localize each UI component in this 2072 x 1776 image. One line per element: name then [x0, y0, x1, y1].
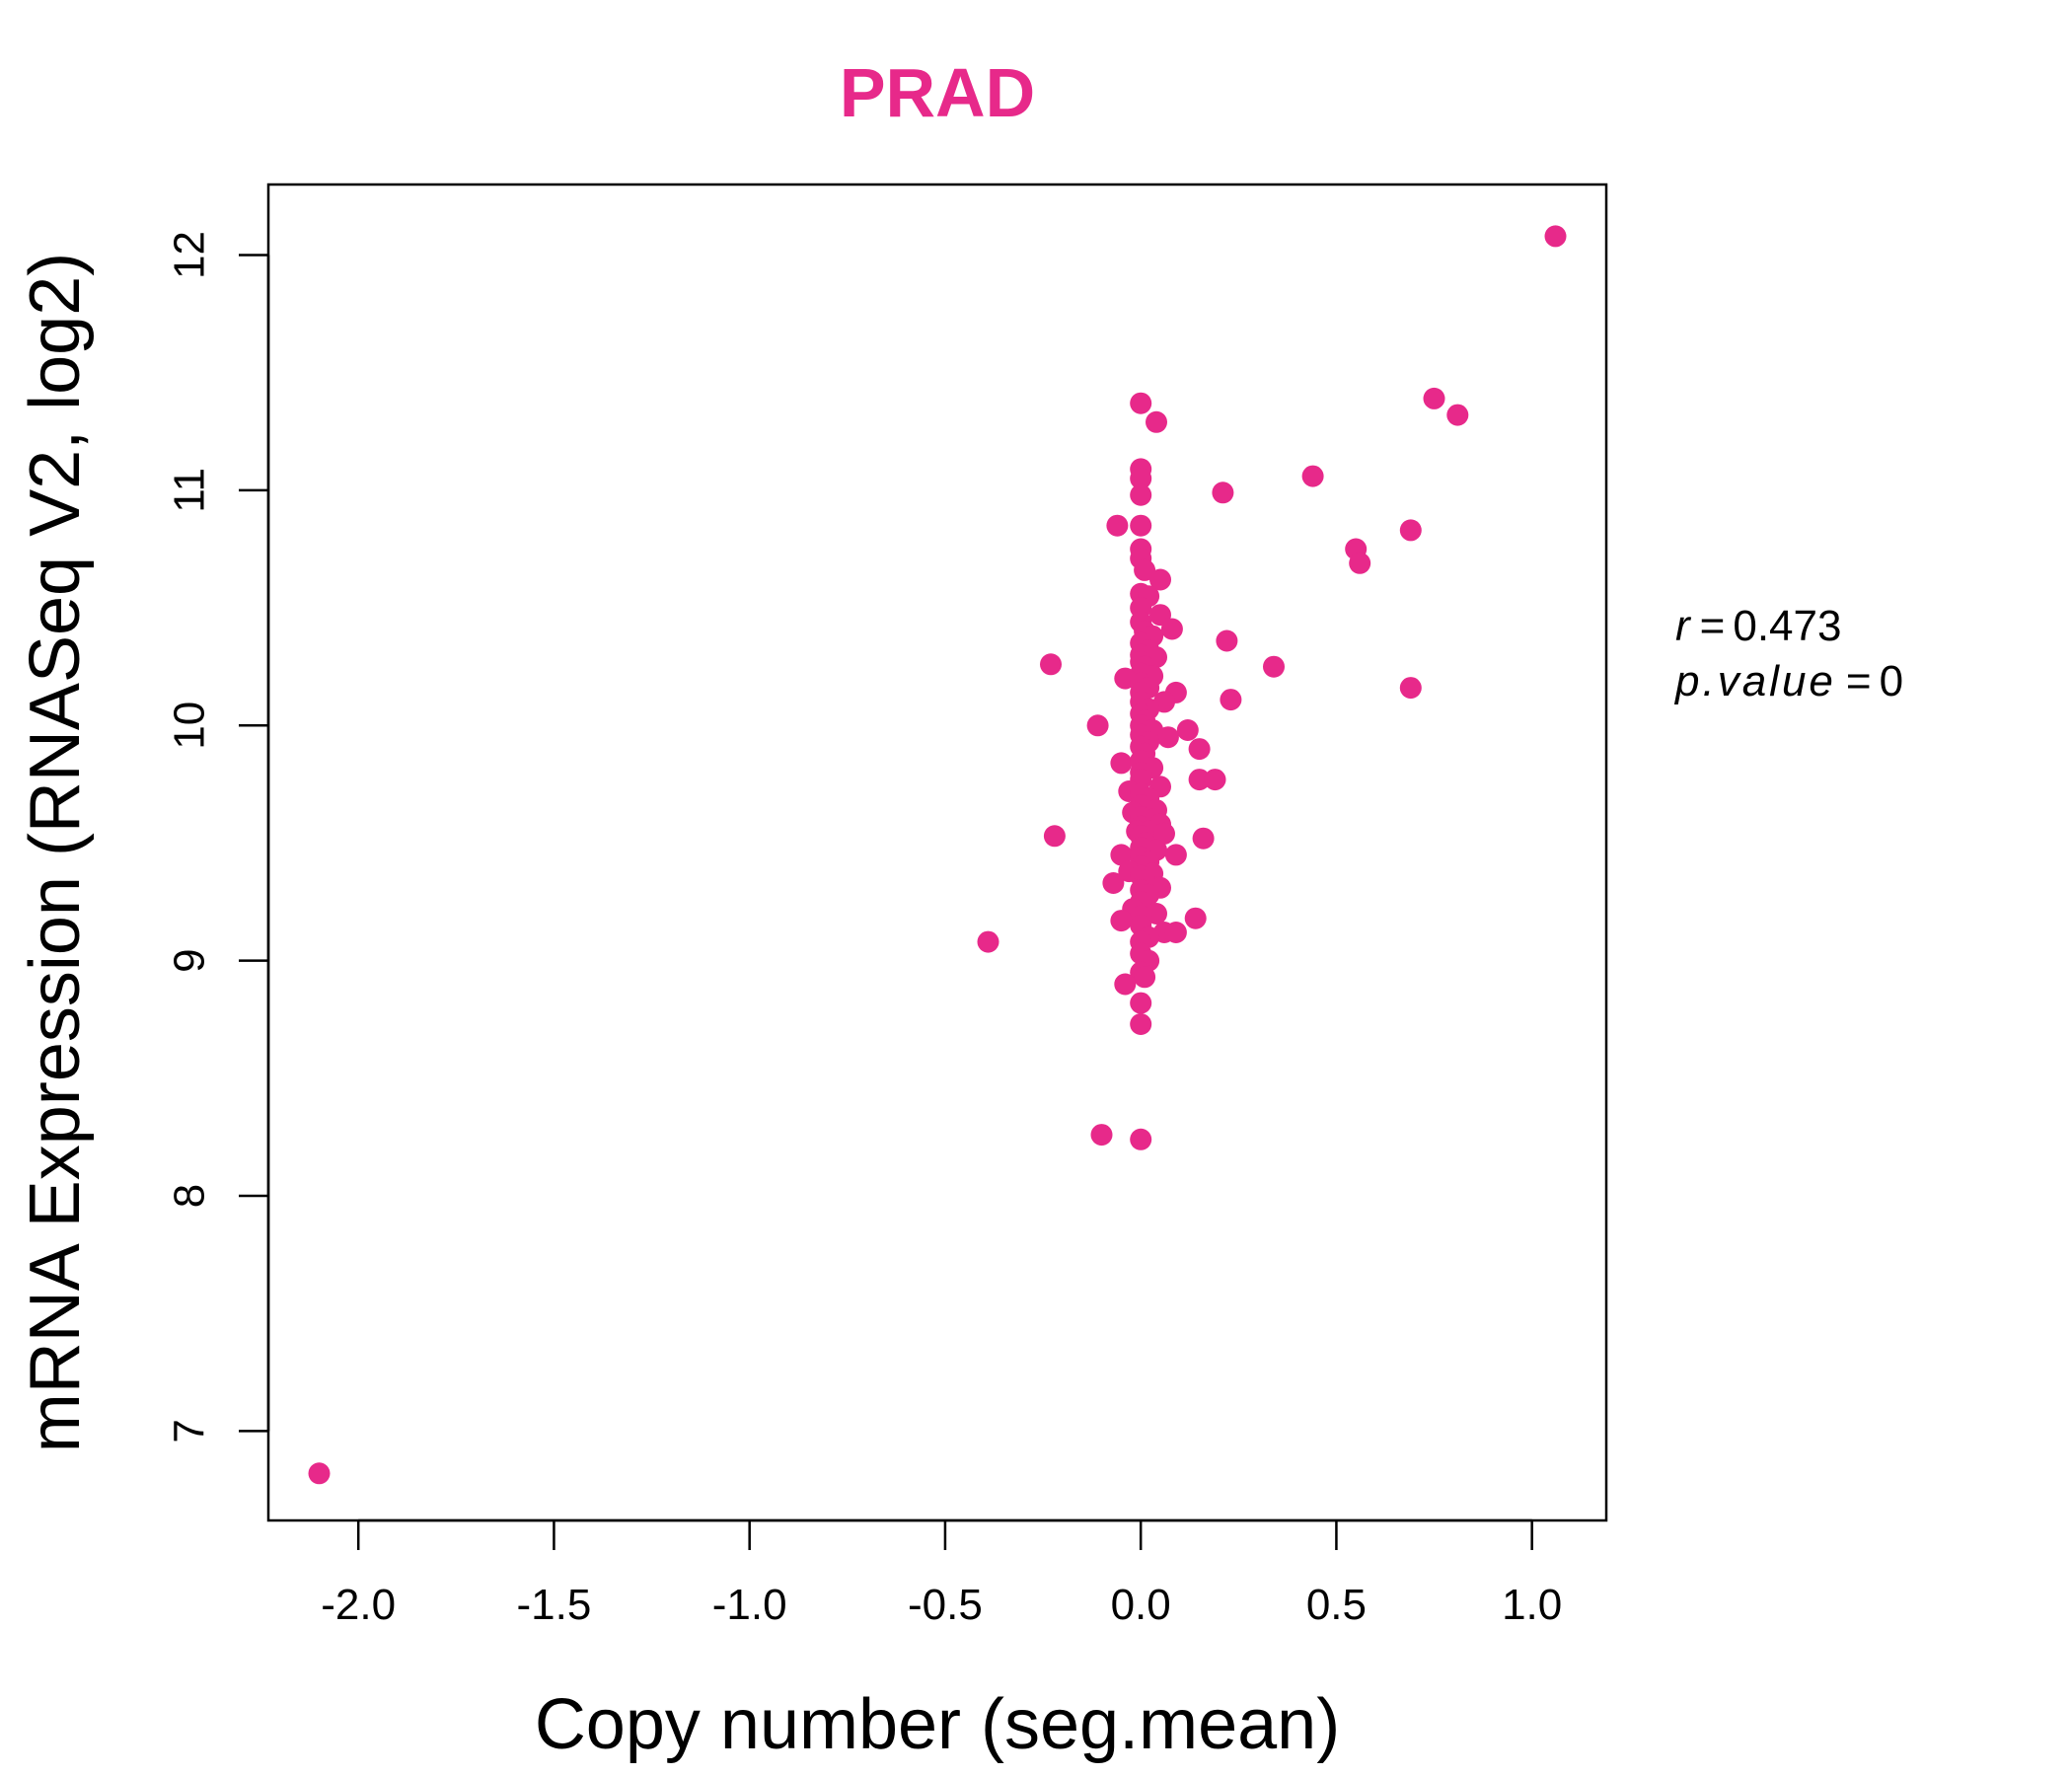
y-tick-label: 12 — [166, 231, 214, 279]
p-value: 0 — [1880, 657, 1903, 705]
data-point — [1399, 677, 1422, 700]
data-point — [1130, 992, 1152, 1014]
plot-frame — [266, 183, 1608, 1522]
data-point — [1130, 392, 1152, 414]
data-point — [1146, 410, 1167, 433]
data-point — [1349, 552, 1371, 574]
data-point — [1130, 514, 1152, 537]
data-point — [1106, 514, 1129, 537]
data-point — [1043, 825, 1066, 848]
data-point — [1134, 966, 1156, 989]
data-point — [1130, 1128, 1152, 1150]
y-tick-label: 9 — [166, 948, 214, 972]
data-point — [1160, 618, 1183, 640]
correlation-stat: r = 0.473 — [1675, 602, 1841, 650]
y-tick-label: 10 — [166, 702, 214, 750]
data-point — [1164, 922, 1187, 943]
chart-title: PRAD — [840, 54, 1035, 131]
data-point — [1110, 910, 1133, 932]
x-tick-label: -0.5 — [908, 1581, 983, 1629]
y-tick-label: 7 — [166, 1419, 214, 1443]
data-point — [1164, 844, 1187, 866]
data-point — [1110, 752, 1133, 775]
x-tick-label: 1.0 — [1502, 1581, 1562, 1629]
data-point — [1130, 468, 1152, 489]
data-point — [1156, 726, 1179, 749]
data-point — [1110, 844, 1133, 866]
data-point — [1188, 738, 1211, 761]
data-point — [1399, 519, 1422, 542]
data-point — [1301, 465, 1324, 487]
data-point — [1102, 872, 1125, 894]
data-point — [1153, 822, 1175, 845]
x-tick-label: -2.0 — [321, 1581, 396, 1629]
data-point — [308, 1462, 331, 1485]
data-point — [1220, 689, 1242, 711]
y-axis: 7 8 9 10 11 12 — [166, 231, 270, 1443]
r-label: r — [1675, 602, 1692, 650]
data-point — [1544, 225, 1567, 248]
data-point — [1149, 568, 1171, 591]
data-point — [1212, 481, 1234, 504]
pvalue-stat: p.value = 0 — [1673, 657, 1903, 705]
y-tick-label: 8 — [166, 1184, 214, 1208]
data-point — [1040, 653, 1062, 676]
data-point — [1086, 714, 1109, 737]
y-axis-title: mRNA Expression (RNASeq V2, log2) — [16, 253, 95, 1452]
data-point — [1134, 558, 1156, 581]
data-point — [1188, 769, 1211, 791]
data-point — [1176, 719, 1199, 741]
x-tick-label: 0.0 — [1111, 1581, 1171, 1629]
x-tick-label: -1.0 — [712, 1581, 787, 1629]
scatter-points — [308, 225, 1567, 1485]
x-tick-label: 0.5 — [1306, 1581, 1367, 1629]
x-axis: -2.0 -1.5 -1.0 -0.5 0.0 0.5 1.0 — [321, 1518, 1562, 1629]
y-tick-label: 11 — [166, 468, 214, 513]
r-value: 0.473 — [1733, 602, 1841, 650]
data-point — [977, 930, 999, 953]
data-point — [1114, 973, 1137, 996]
p-label: p.value — [1673, 657, 1836, 705]
x-axis-title: Copy number (seg.mean) — [535, 1685, 1340, 1764]
x-tick-label: -1.5 — [517, 1581, 592, 1629]
data-point — [1204, 769, 1226, 791]
data-point — [1192, 827, 1215, 850]
data-point — [1184, 907, 1207, 929]
data-point — [1090, 1124, 1113, 1147]
data-point — [1130, 483, 1152, 506]
data-point — [1130, 1013, 1152, 1035]
data-point — [1423, 387, 1445, 409]
data-point — [1263, 655, 1285, 678]
data-point — [1446, 404, 1469, 426]
data-point — [1216, 629, 1238, 652]
